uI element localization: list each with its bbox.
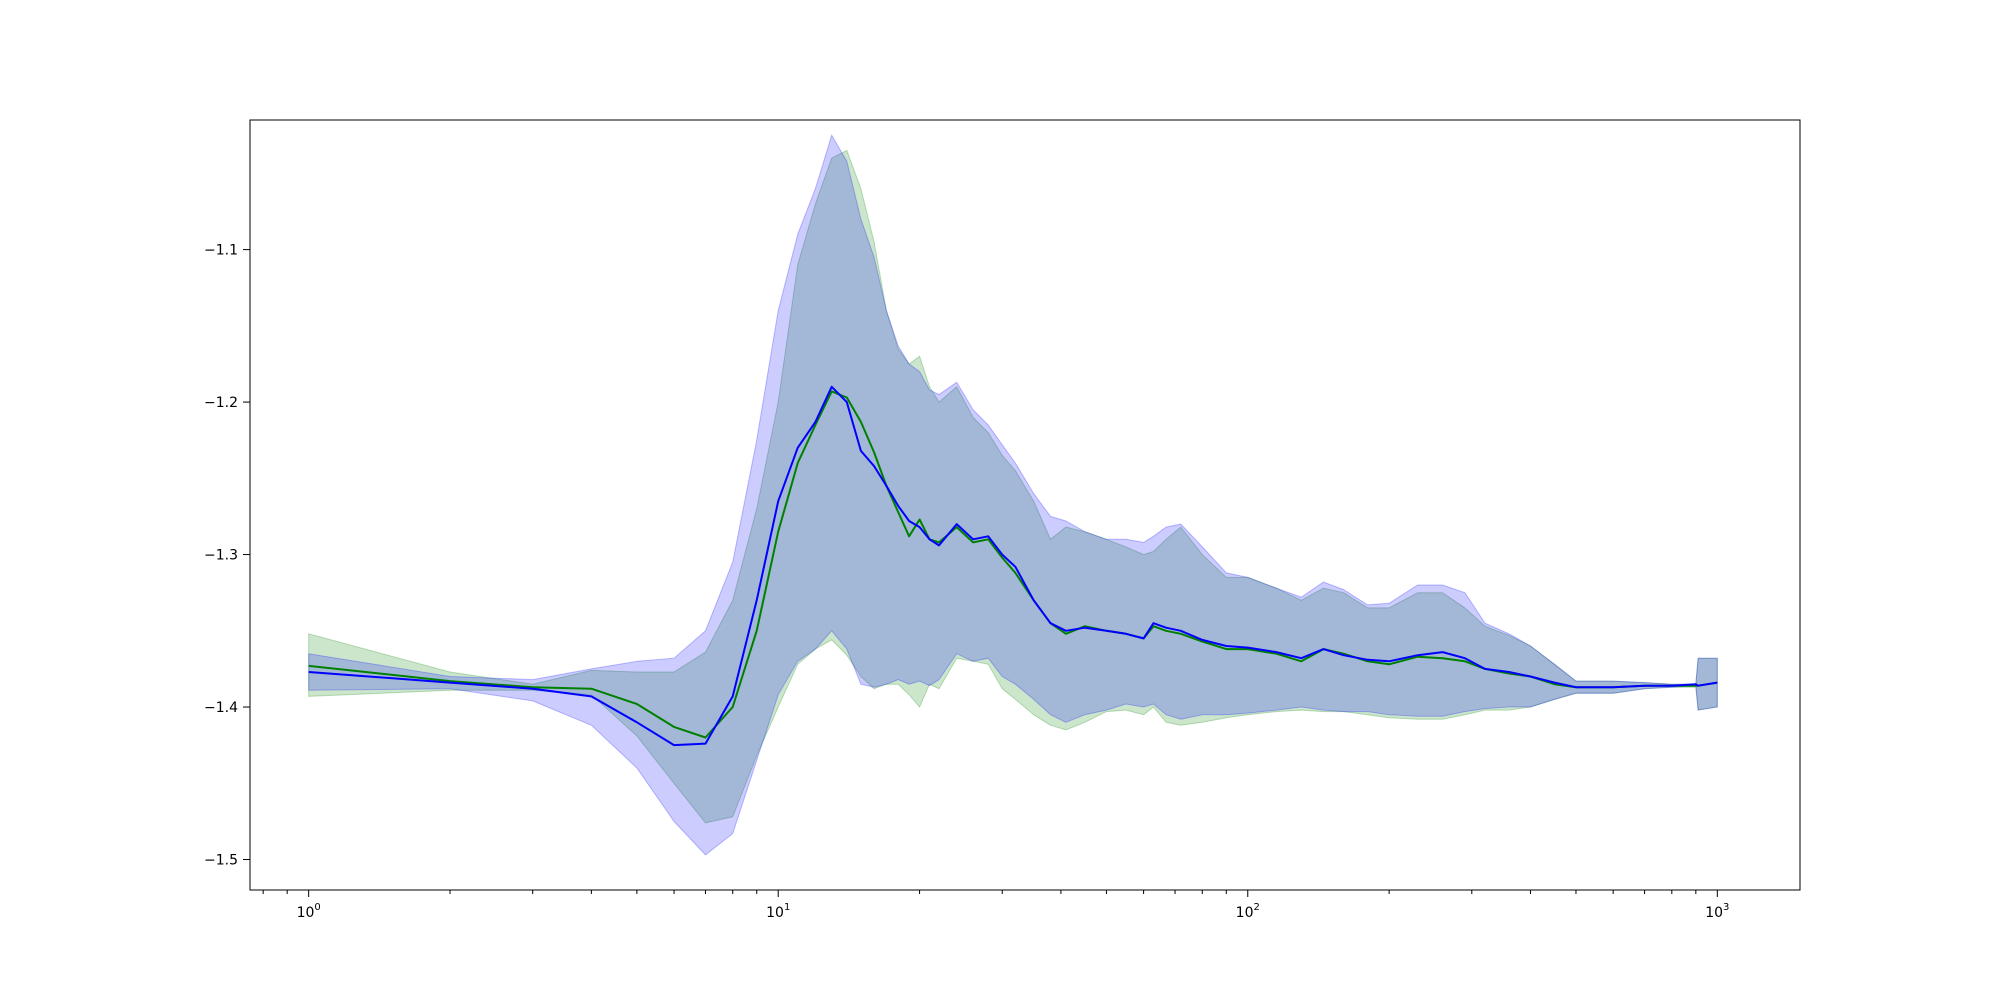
y-tick-label: −1.1 [204,243,238,259]
x-tick-label: 103 [1705,902,1729,921]
x-tick-label: 101 [766,902,790,921]
y-tick-label: −1.3 [204,548,238,564]
y-axis: −1.1 −1.2 −1.3 −1.4 −1.5 [204,243,250,869]
confidence-bands [308,133,1718,856]
y-tick-label: −1.4 [204,700,238,716]
series-lines [308,385,1718,747]
x-tick-label: 102 [1236,902,1260,921]
band-series-1 [308,149,1718,824]
band-series-2 [308,133,1718,856]
y-tick-label: −1.2 [204,395,238,411]
x-axis: 100 101 102 103 [262,890,1729,921]
plot-frame [249,119,1801,891]
y-tick-label: −1.5 [204,853,238,869]
line-series-2 [308,385,1718,747]
x-tick-label: 100 [297,902,321,921]
